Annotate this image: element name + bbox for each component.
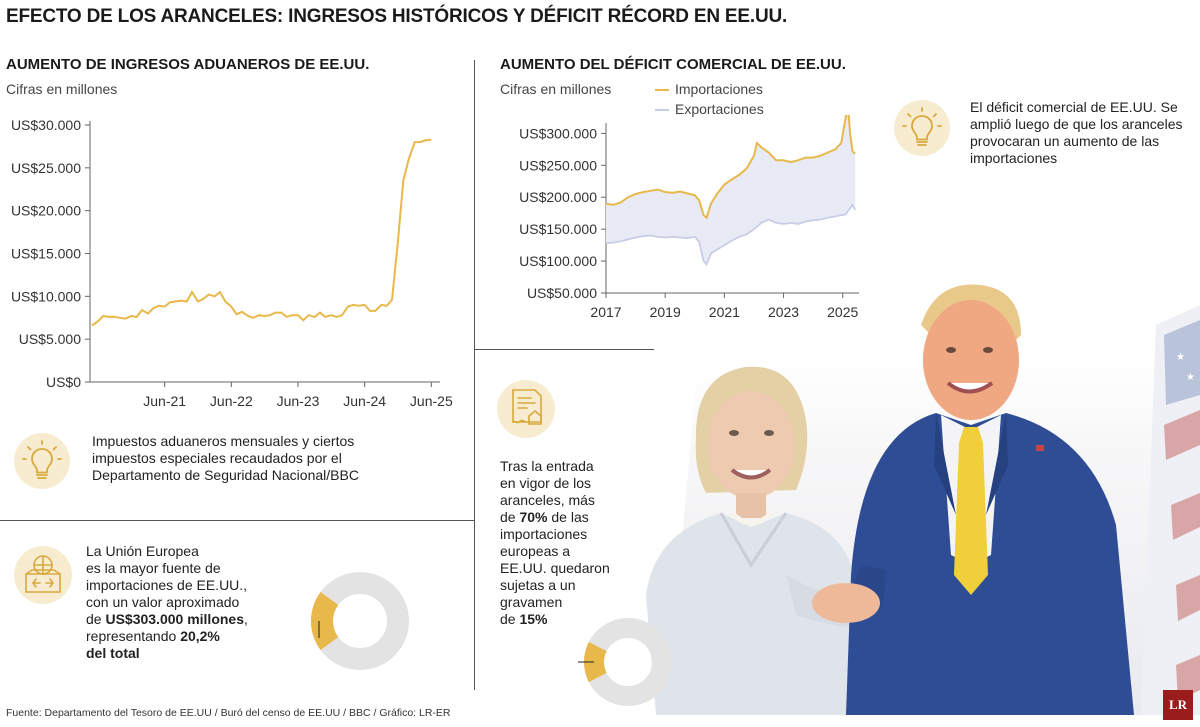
eu-donut-segment [311, 591, 339, 651]
tariff-line-2: en vigor de los [500, 475, 592, 491]
legend-imports-swatch [655, 89, 669, 92]
exports-line [605, 203, 856, 266]
svg-text:★: ★ [1186, 372, 1195, 383]
right-chart-subtitle: Cifras en millones [500, 81, 612, 97]
eu-line-7-bold: del total [86, 645, 140, 661]
eu-line-7: del total [86, 645, 296, 662]
x-tick-label: 2019 [650, 304, 681, 320]
eu-line-1: La Unión Europea [86, 543, 199, 559]
tariff-percent-15: 15% [519, 611, 548, 627]
globe-box-icon [14, 546, 72, 604]
leaders-photo: ★★ [646, 284, 1200, 715]
vertical-divider [474, 60, 475, 690]
tariff-text: Tras la entrada en vigor de los arancele… [500, 458, 650, 628]
x-tick-label: Jun-23 [277, 393, 320, 409]
tariff-line-4-pre: de [500, 509, 520, 525]
eu-line-3: importaciones de EE.UU., [86, 577, 248, 593]
tariff-donut-chart [578, 618, 672, 706]
tariff-line-7: EE.UU. quedaron [500, 560, 610, 576]
eu-line-6-pre: representando [86, 628, 181, 644]
lightbulb-icon [894, 100, 950, 156]
y-tick-label: US$200.000 [519, 189, 597, 205]
tariff-line-3: aranceles, más [500, 492, 595, 508]
x-tick-label: Jun-21 [143, 393, 186, 409]
tariff-donut-ring [584, 618, 672, 706]
y-tick-label: US$15.000 [11, 246, 81, 262]
y-tick-label: US$25.000 [11, 160, 81, 176]
y-tick-label: US$20.000 [11, 203, 81, 219]
right-horizontal-divider [474, 349, 654, 350]
customs-revenue-chart: US$0 US$5.000 US$10.000 US$15.000 US$20.000 U… [11, 117, 453, 409]
legend-imports: Importaciones [655, 81, 763, 97]
eu-line-4: con un valor aproximado [86, 594, 240, 610]
svg-text:★: ★ [1176, 352, 1185, 363]
y-tick-label: US$10.000 [11, 288, 81, 304]
tariff-line-4-post: de las [547, 509, 589, 525]
lr-logo: LR [1163, 690, 1193, 720]
man-figure [846, 284, 1134, 715]
tariff-line-9: gravamen [500, 594, 563, 610]
imports-line [605, 115, 856, 220]
tariff-line-6: europeas a [500, 543, 571, 559]
tariff-percent-70: 70% [519, 509, 548, 525]
eu-donut-ring [311, 572, 409, 670]
left-chart-title: AUMENTO DE INGRESOS ADUANEROS DE EE.UU. [6, 56, 370, 73]
eu-line-5-pre: de [86, 611, 106, 627]
eu-line-5-post: , [244, 611, 248, 627]
y-tick-label: US$50.000 [527, 285, 597, 301]
y-tick-label: US$0 [46, 374, 81, 390]
y-tick-label: US$5.000 [19, 331, 81, 347]
eu-text: La Unión Europea es la mayor fuente de i… [86, 543, 296, 662]
x-tick-label: 2017 [590, 304, 621, 320]
x-tick-label: Jun-25 [410, 393, 453, 409]
customs-revenue-line [91, 138, 432, 327]
tariff-line-5: importaciones [500, 526, 588, 542]
trade-deficit-chart: US$50.000 US$100.000 US$150.000 US$200.000 U… [519, 115, 859, 320]
document-icon [497, 380, 555, 438]
source-note: Fuente: Departamento del Tesoro de EE.UU… [6, 707, 451, 719]
legend-exports-swatch [655, 109, 669, 112]
tariff-donut-segment [584, 642, 607, 682]
x-tick-label: Jun-24 [343, 393, 386, 409]
left-horizontal-divider [0, 520, 474, 521]
y-tick-label: US$250.000 [519, 157, 597, 173]
eu-line-2: es la mayor fuente de [86, 560, 221, 576]
y-tick-label: US$300.000 [519, 125, 597, 141]
tariff-line-10-pre: de [500, 611, 520, 627]
eu-percent: 20,2% [180, 628, 220, 644]
us-flag: ★★ [1141, 305, 1200, 715]
tariff-line-8: sujetas a un [500, 577, 576, 593]
x-tick-label: Jun-22 [210, 393, 253, 409]
legend-imports-label: Importaciones [675, 81, 763, 97]
right-chart-title: AUMENTO DEL DÉFICIT COMERCIAL DE EE.UU. [500, 56, 846, 73]
left-chart-note: Impuestos aduaneros mensuales y ciertos … [92, 433, 359, 483]
legend-exports: Exportaciones [655, 101, 764, 117]
eu-line-5: de US$303.000 millones, [86, 611, 296, 628]
y-tick-label: US$100.000 [519, 253, 597, 269]
page-title: EFECTO DE LOS ARANCELES: INGRESOS HISTÓR… [6, 6, 788, 27]
eu-value: US$303.000 millones [105, 611, 244, 627]
x-tick-label: 2025 [827, 304, 858, 320]
y-tick-label: US$30.000 [11, 117, 81, 133]
eu-donut-chart [311, 572, 409, 670]
deficit-area [606, 115, 856, 265]
handshake [812, 583, 880, 623]
right-chart-note: El déficit comercial de EE.UU. Se amplió… [970, 99, 1183, 166]
tariff-line-4: de 70% de las [500, 509, 650, 526]
x-tick-label: 2021 [709, 304, 740, 320]
tariff-line-10: de 15% [500, 611, 650, 628]
legend-exports-label: Exportaciones [675, 101, 764, 117]
eu-line-6: representando 20,2% [86, 628, 296, 645]
tariff-line-1: Tras la entrada [500, 458, 594, 474]
x-tick-label: 2023 [768, 304, 799, 320]
y-tick-label: US$150.000 [519, 221, 597, 237]
lightbulb-icon [14, 433, 70, 489]
woman-figure [646, 366, 876, 715]
left-chart-subtitle: Cifras en millones [6, 81, 118, 97]
